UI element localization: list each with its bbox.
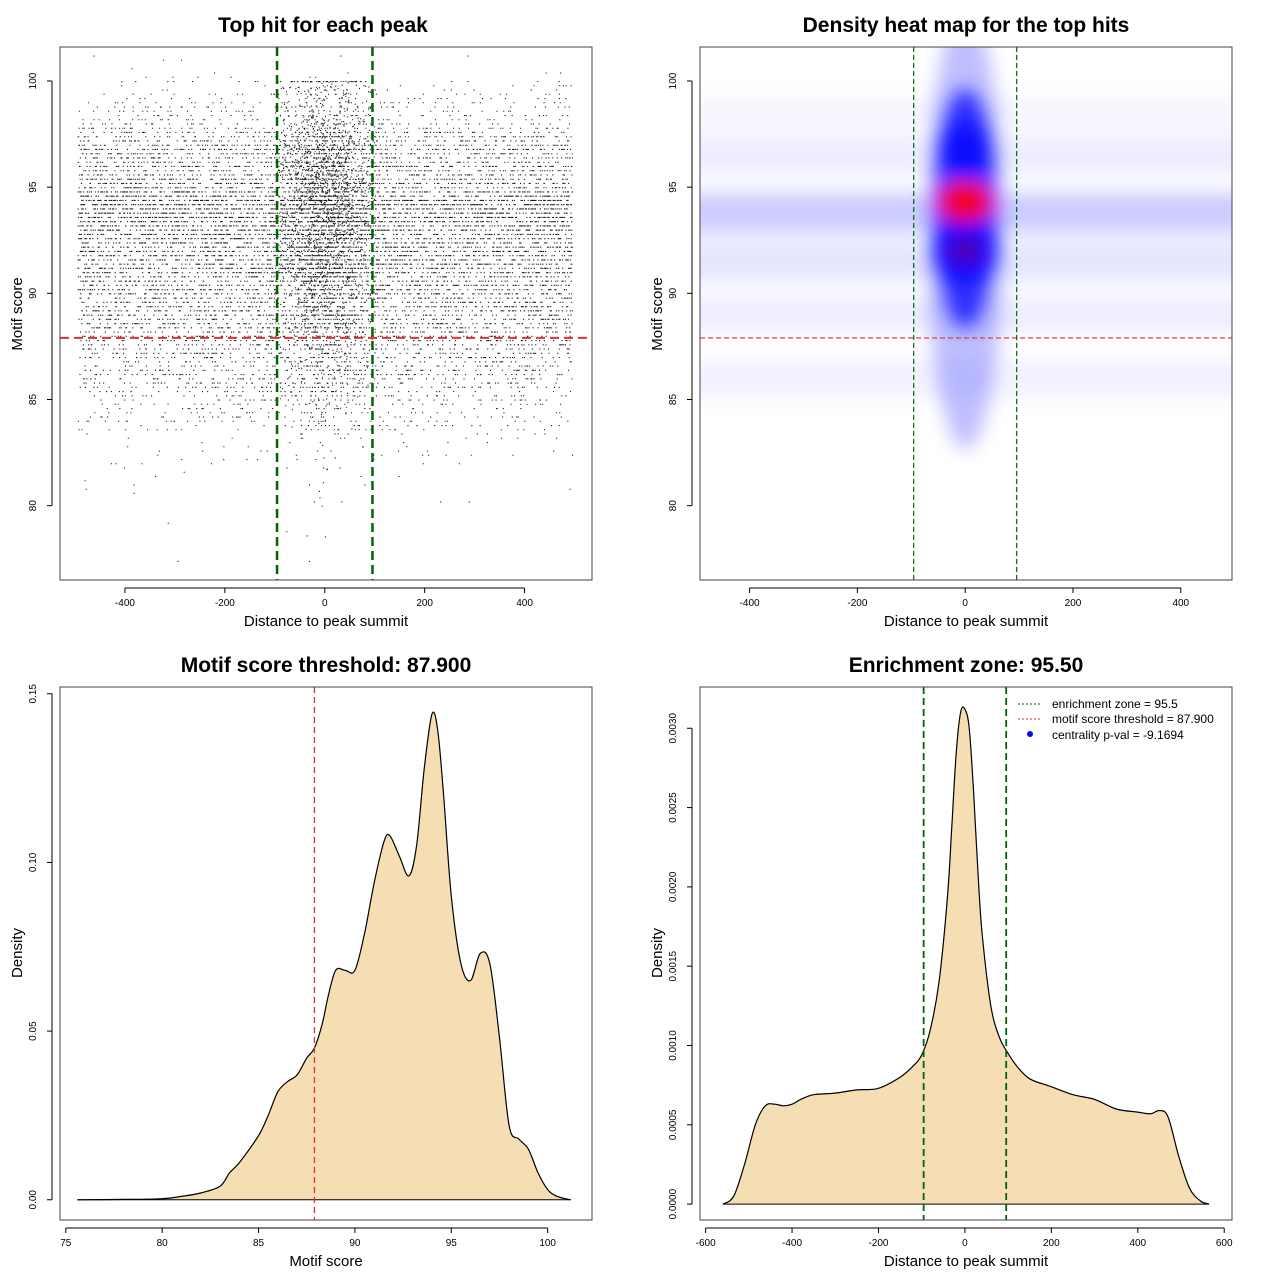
score-density-axes: 75 80 85 90 95 100 0.00 0.05 0.10 0.15 bbox=[28, 684, 556, 1249]
score-density-y-label: Density bbox=[9, 927, 26, 978]
heatmap-y-tick-label: 90 bbox=[668, 287, 679, 299]
heatmap-field bbox=[700, 47, 1232, 580]
heat-peak-red bbox=[939, 182, 992, 223]
distance-density-curve-line bbox=[722, 706, 1210, 1205]
distance-density-x-tick-label: 200 bbox=[1043, 1238, 1060, 1249]
distance-density-y-tick-label: 0.0015 bbox=[668, 950, 679, 981]
distance-density-y-tick-label: 0.0000 bbox=[668, 1188, 679, 1219]
scatter-reference-lines bbox=[60, 47, 592, 580]
scatter-x-tick-label: 0 bbox=[322, 598, 328, 609]
legend: enrichment zone = 95.5 motif score thres… bbox=[1018, 697, 1214, 742]
distance-density-y-tick-label: 0.0010 bbox=[668, 1030, 679, 1061]
heatmap-y-tick-label: 85 bbox=[668, 394, 679, 406]
score-density-x-tick-label: 100 bbox=[539, 1238, 556, 1249]
score-density-y-tick-label: 0.05 bbox=[28, 1021, 39, 1041]
heatmap-y-tick-label: 95 bbox=[668, 181, 679, 193]
score-density-y-tick-label: 0.15 bbox=[28, 684, 39, 704]
score-density-y-tick-label: 0.00 bbox=[28, 1190, 39, 1210]
heatmap-x-label: Distance to peak summit bbox=[884, 613, 1049, 630]
scatter-y-tick-label: 95 bbox=[28, 181, 39, 193]
distance-density-y-tick-label: 0.0025 bbox=[668, 792, 679, 823]
score-density-x-tick-label: 95 bbox=[446, 1238, 458, 1249]
heat-secondary-core bbox=[949, 238, 982, 263]
distance-density-y-tick-label: 0.0020 bbox=[668, 871, 679, 902]
distance-density-x-tick-label: -200 bbox=[868, 1238, 888, 1249]
distance-density-x-tick-label: 0 bbox=[962, 1238, 968, 1249]
legend-centrality-label: centrality p-val = -9.1694 bbox=[1052, 728, 1184, 742]
scatter-panel: Top hit for each peak -400 -200 0 200 400 80 8… bbox=[9, 14, 593, 630]
scatter-plot-frame bbox=[59, 46, 593, 581]
scatter-points bbox=[77, 55, 574, 562]
scatter-y-tick-label: 100 bbox=[28, 72, 39, 89]
heatmap-panel: Density heat map for the top hits -400 -2… bbox=[649, 14, 1233, 630]
heatmap-x-tick-label: 0 bbox=[962, 598, 968, 609]
scatter-x-tick-label: -200 bbox=[215, 598, 235, 609]
scatter-y-tick-label: 85 bbox=[28, 394, 39, 406]
distance-density-area-fill bbox=[722, 707, 1210, 1205]
score-density-plot bbox=[77, 687, 571, 1220]
heatmap-x-tick-label: 400 bbox=[1172, 598, 1189, 609]
distance-density-x-tick-label: -400 bbox=[782, 1238, 802, 1249]
heatmap-y-tick-label: 80 bbox=[668, 500, 679, 512]
score-density-x-tick-label: 80 bbox=[157, 1238, 169, 1249]
scatter-point-cloud bbox=[77, 55, 574, 562]
score-density-frame bbox=[59, 686, 593, 1221]
scatter-y-tick-label: 80 bbox=[28, 500, 39, 512]
score-density-x-label: Motif score bbox=[289, 1253, 362, 1270]
heatmap-density bbox=[700, 47, 1232, 450]
distance-density-frame bbox=[699, 686, 1233, 1221]
distance-density-y-tick-label: 0.0030 bbox=[668, 713, 679, 744]
heatmap-x-tick-label: -200 bbox=[847, 598, 867, 609]
scatter-x-tick-label: 200 bbox=[416, 598, 433, 609]
score-density-panel: Motif score threshold: 87.900 75 80 85 90 95… bbox=[9, 654, 593, 1270]
distance-density-y-tick-label: 0.0005 bbox=[668, 1109, 679, 1140]
distance-density-x-tick-label: 600 bbox=[1216, 1238, 1233, 1249]
score-density-curve-line bbox=[77, 711, 571, 1201]
distance-density-plot bbox=[722, 687, 1210, 1220]
distance-density-y-label: Density bbox=[649, 927, 666, 978]
heatmap-y-label: Motif score bbox=[649, 277, 666, 350]
legend-threshold-label: motif score threshold = 87.900 bbox=[1052, 712, 1214, 726]
score-density-title: Motif score threshold: 87.900 bbox=[181, 654, 472, 677]
heatmap-y-tick-label: 100 bbox=[668, 72, 679, 89]
distance-density-x-tick-label: -600 bbox=[696, 1238, 716, 1249]
scatter-x-label: Distance to peak summit bbox=[244, 613, 409, 630]
score-density-x-tick-label: 85 bbox=[253, 1238, 265, 1249]
scatter-x-tick-label: -400 bbox=[115, 598, 135, 609]
distance-density-title: Enrichment zone: 95.50 bbox=[849, 654, 1084, 677]
scatter-x-tick-label: 400 bbox=[516, 598, 533, 609]
score-density-y-tick-label: 0.10 bbox=[28, 852, 39, 872]
distance-density-panel: Enrichment zone: 95.50 -600 -400 -200 0 200 4… bbox=[649, 654, 1233, 1270]
heatmap-title: Density heat map for the top hits bbox=[803, 14, 1130, 37]
heatmap-x-tick-label: -400 bbox=[740, 598, 760, 609]
score-density-x-tick-label: 75 bbox=[60, 1238, 72, 1249]
score-density-x-tick-label: 90 bbox=[349, 1238, 361, 1249]
heat-upper-blue bbox=[939, 122, 992, 175]
heatmap-axes: -400 -200 0 200 400 80 85 90 95 100 bbox=[668, 72, 1190, 609]
scatter-axes: -400 -200 0 200 400 80 85 90 95 100 bbox=[28, 72, 533, 609]
legend-centrality-swatch bbox=[1027, 731, 1033, 737]
distance-density-x-label: Distance to peak summit bbox=[884, 1253, 1049, 1270]
scatter-title: Top hit for each peak bbox=[218, 14, 428, 37]
heatmap-plot-frame bbox=[699, 46, 1233, 581]
score-density-area-fill bbox=[77, 712, 571, 1200]
scatter-y-label: Motif score bbox=[9, 277, 26, 350]
distance-density-axes: -600 -400 -200 0 200 400 600 0.0000 0.0005 0.0010… bbox=[668, 713, 1233, 1249]
distance-density-x-tick-label: 400 bbox=[1129, 1238, 1146, 1249]
heatmap-x-tick-label: 200 bbox=[1065, 598, 1082, 609]
scatter-y-tick-label: 90 bbox=[28, 287, 39, 299]
heatmap-reference-lines bbox=[700, 47, 1232, 580]
legend-zone-label: enrichment zone = 95.5 bbox=[1052, 697, 1178, 711]
